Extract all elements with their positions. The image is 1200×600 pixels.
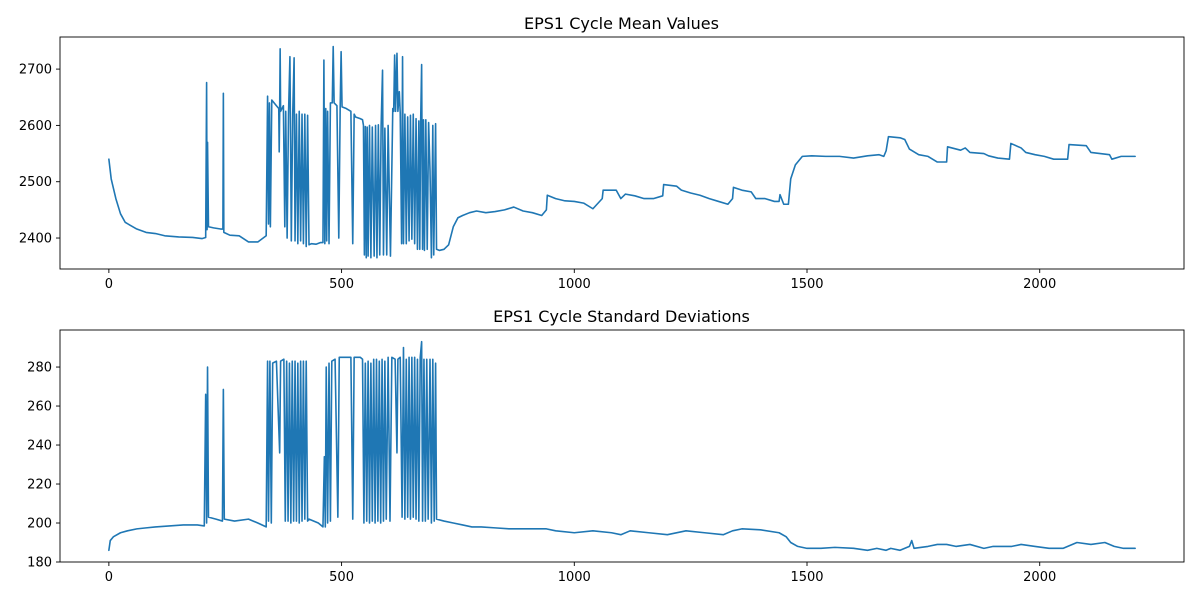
x-tick-label: 1000 [558,277,591,292]
plot-area [59,36,1185,270]
plot-area [59,329,1185,563]
y-tick-label: 2500 [19,175,52,190]
y-tick-label: 220 [27,478,52,493]
y-tick-label: 240 [27,439,52,454]
x-tick-label: 0 [105,277,113,292]
y-tick-label: 2600 [19,119,52,134]
axis-ticks: 0 500 1000 1500 2000 180 200 220 240 260 280 [27,361,1056,585]
series-line [108,45,1136,259]
x-tick-label: 0 [105,570,113,585]
x-tick-label: 1000 [558,570,591,585]
y-tick-label: 180 [27,556,52,571]
series-line [108,340,1136,552]
x-tick-label: 1500 [790,277,823,292]
std-deviations-chart: EPS1 Cycle Standard Deviations 0 500 1000 1… [27,307,1185,585]
x-tick-label: 500 [329,277,354,292]
x-tick-label: 1500 [790,570,823,585]
x-tick-label: 2000 [1023,570,1056,585]
y-tick-label: 280 [27,361,52,376]
chart-title: EPS1 Cycle Mean Values [524,14,719,33]
y-tick-label: 2700 [19,63,52,78]
y-tick-label: 2400 [19,232,52,247]
y-tick-label: 200 [27,517,52,532]
series-layer [108,340,1136,552]
x-tick-label: 2000 [1023,277,1056,292]
mean-values-chart: EPS1 Cycle Mean Values 0 500 1000 1500 2000 2… [19,14,1185,292]
x-tick-label: 500 [329,570,354,585]
y-tick-label: 260 [27,400,52,415]
chart-title: EPS1 Cycle Standard Deviations [493,307,750,326]
axis-ticks: 0 500 1000 1500 2000 2400 2500 2600 2700 [19,63,1056,292]
series-layer [108,45,1136,259]
